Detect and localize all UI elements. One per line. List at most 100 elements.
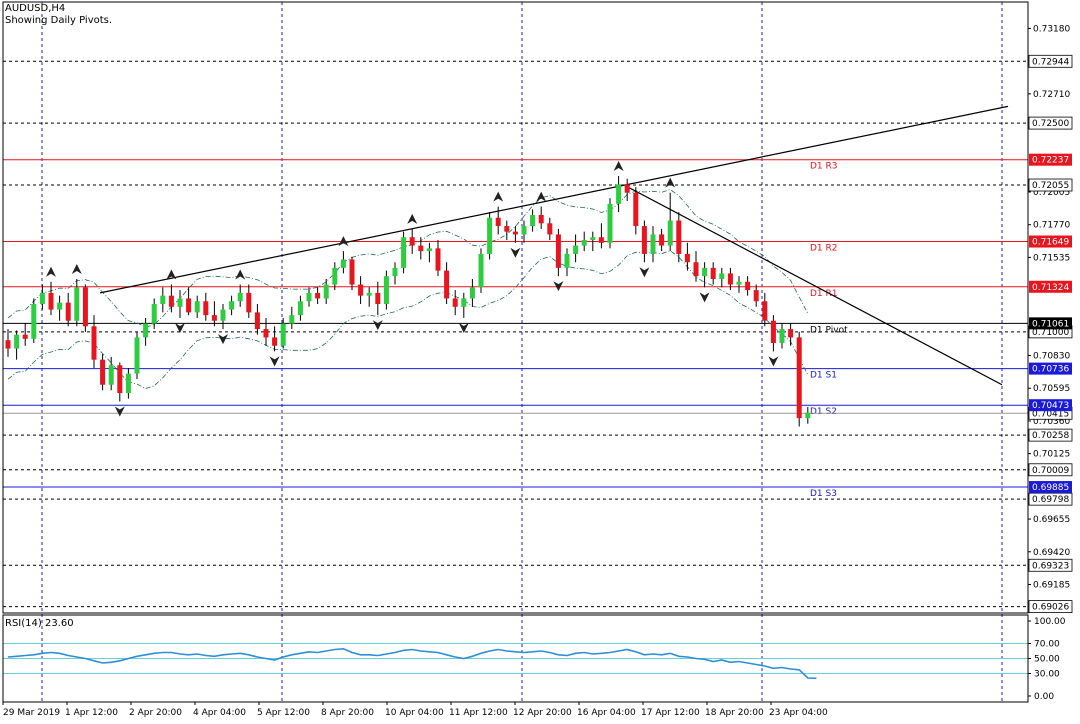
bearish-candle [117, 365, 123, 394]
bullish-candle [521, 226, 527, 235]
price-tick-label: 0.70125 [1033, 450, 1070, 460]
pivot-levels: D1 R3 D1 R2 D1 R1 D1 Pivot D1 S1 D1 S2 D1 S3 [3, 159, 1028, 499]
bullish-candle [426, 248, 432, 252]
fractal-down-marker [114, 406, 125, 417]
bullish-candle [57, 302, 63, 310]
pivot-level-label: D1 R1 [810, 289, 838, 299]
pivot-price-box [1029, 153, 1072, 166]
price-level-label: 0.70258 [1032, 431, 1069, 441]
fractal-down-marker [372, 320, 383, 331]
bearish-candle [168, 295, 174, 307]
time-tick-label: 10 Apr 04:00 [385, 708, 444, 718]
bearish-candle [710, 267, 716, 279]
bearish-candle [65, 302, 71, 321]
time-tick-label: 17 Apr 12:00 [641, 708, 700, 718]
fractal-down-marker [510, 247, 521, 258]
price-level-label: 0.71000 [1032, 328, 1069, 338]
time-tick-label: 16 Apr 04:00 [577, 708, 636, 718]
bullish-candle [237, 292, 243, 302]
bearish-candle [409, 237, 415, 246]
bearish-candle [246, 292, 252, 313]
pivot-price-label: 0.69885 [1032, 483, 1069, 493]
bearish-candle [272, 337, 278, 346]
time-tick-label: 8 Apr 20:00 [321, 708, 374, 718]
bullish-candle [306, 292, 312, 302]
price-tick-label: 0.71535 [1033, 253, 1070, 263]
rsi-tick-label: 70.00 [1034, 640, 1060, 650]
rsi-line [7, 647, 817, 680]
pivot-price-box [1029, 481, 1072, 494]
price-level-label: 0.72500 [1032, 119, 1069, 129]
bullish-candle [392, 267, 398, 277]
pivot-price-label: 0.71649 [1032, 238, 1069, 248]
price-level-box [1028, 600, 1073, 613]
price-level-box [1028, 492, 1073, 506]
bullish-candle [702, 267, 708, 277]
envelope-upper-band [7, 189, 809, 328]
bearish-candle [753, 290, 759, 302]
time-tick-label: 23 Apr 04:00 [769, 708, 828, 718]
bullish-candle [280, 323, 286, 346]
bearish-candle [659, 234, 665, 246]
rsi-panel [3, 643, 1028, 680]
fractal-up-marker [665, 177, 676, 188]
bearish-candle [211, 315, 217, 321]
bullish-candle [564, 253, 570, 268]
bearish-candle [48, 292, 54, 310]
bullish-candle [125, 373, 131, 394]
bullish-candle [607, 203, 613, 243]
bearish-candle [444, 270, 450, 299]
bullish-candle [581, 239, 587, 246]
bearish-candle [796, 337, 802, 419]
bearish-candle [727, 273, 733, 285]
bearish-candle [452, 298, 458, 307]
time-tick-label: 1 Apr 12:00 [65, 708, 118, 718]
price-tick-label: 0.72005 [1033, 188, 1070, 198]
bearish-candle [693, 262, 699, 277]
time-axis: 29 Mar 2019 1 Apr 12:00 2 Apr 20:00 4 Apr 0… [2, 702, 828, 718]
rsi-title: RSI(14) 23.60 [5, 618, 74, 629]
price-level-label: 0.72944 [1032, 57, 1069, 67]
bearish-candle [315, 292, 321, 299]
fractal-markers [46, 160, 779, 417]
bullish-candle [779, 329, 785, 343]
time-tick-label: 4 Apr 04:00 [193, 708, 246, 718]
pivot-level-label: D1 Pivot [810, 325, 848, 335]
fractal-down-marker [639, 267, 650, 278]
price-tick-label: 0.70595 [1033, 384, 1070, 394]
bullish-candle [401, 237, 407, 268]
candlestick-series [5, 175, 811, 427]
bullish-candle [573, 245, 579, 254]
bearish-candle [624, 184, 630, 193]
fractal-up-marker [338, 236, 349, 247]
price-level-label: 0.69323 [1032, 561, 1069, 571]
pivot-price-label: 0.70473 [1032, 401, 1069, 411]
bearish-candle [254, 312, 260, 330]
bullish-candle [332, 267, 338, 285]
fractal-down-marker [699, 292, 710, 303]
fractal-up-marker [235, 269, 246, 280]
price-tick-label: 0.69655 [1033, 515, 1070, 525]
price-level-box [1028, 463, 1073, 477]
pivot-level-label: D1 R3 [810, 162, 838, 172]
price-level-box [1028, 54, 1073, 68]
trend-lines [99, 105, 1009, 386]
fractal-down-marker [175, 322, 185, 333]
time-tick-label: 29 Mar 2019 [3, 708, 60, 718]
price-level-label: 0.69026 [1032, 603, 1069, 613]
bearish-candle [538, 214, 544, 224]
bearish-candle [676, 220, 682, 254]
bullish-candle [39, 292, 45, 305]
bearish-candle [186, 298, 192, 313]
price-level-label: 0.72055 [1032, 181, 1069, 191]
price-tick-label: 0.69185 [1033, 580, 1070, 590]
bullish-candle [31, 304, 37, 339]
bullish-candle [134, 337, 140, 374]
pivot-level-label: D1 S3 [810, 489, 837, 499]
bullish-candle [177, 298, 183, 307]
bullish-candle [323, 284, 329, 299]
time-tick-label: 11 Apr 12:00 [449, 708, 508, 718]
fractal-down-marker [553, 281, 564, 292]
